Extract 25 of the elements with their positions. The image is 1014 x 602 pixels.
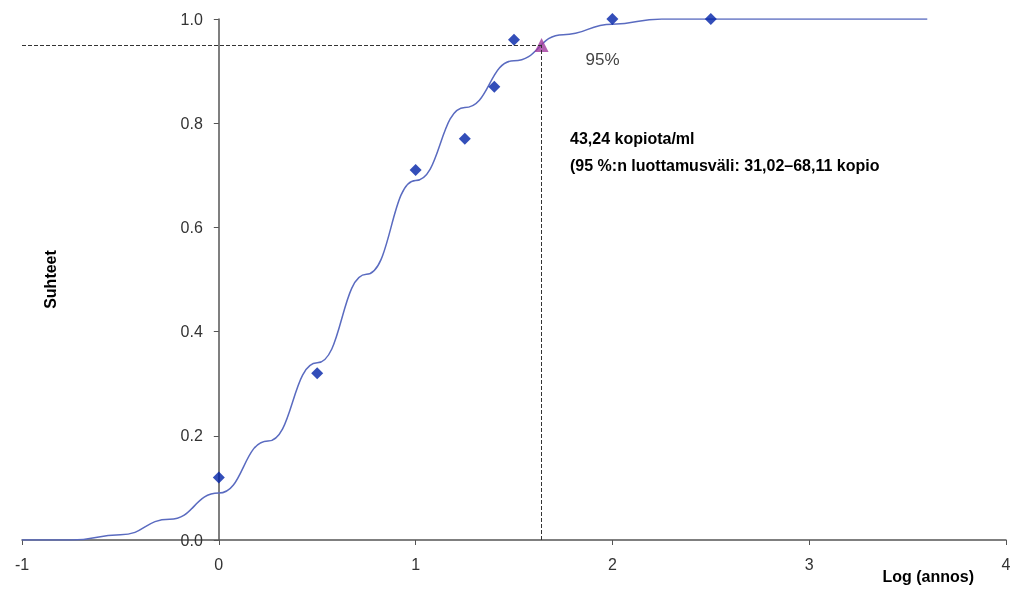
y-tick-label: 0.6 bbox=[180, 218, 203, 236]
y-tick-label: 0.4 bbox=[180, 323, 203, 341]
y-axis-title: Suhteet bbox=[42, 249, 60, 309]
point bbox=[311, 367, 324, 380]
x-tick-label: 0 bbox=[214, 555, 224, 573]
point bbox=[534, 38, 549, 53]
annotation: (95 %:n luottamusväli: 31,02–68,11 kopio bbox=[570, 156, 880, 174]
point bbox=[458, 132, 471, 145]
point bbox=[212, 471, 225, 484]
y-tick-label: 0.8 bbox=[180, 114, 203, 132]
y-tick-label: 0.2 bbox=[180, 427, 203, 445]
point bbox=[488, 80, 501, 93]
annotation: 43,24 kopiota/ml bbox=[570, 129, 695, 147]
point bbox=[409, 164, 422, 177]
point bbox=[606, 13, 619, 25]
point bbox=[704, 13, 717, 25]
annotation: 95% bbox=[585, 50, 620, 70]
x-tick-label: 4 bbox=[1001, 555, 1011, 573]
x-tick-label: 2 bbox=[607, 555, 617, 573]
x-tick-label: 3 bbox=[804, 555, 814, 573]
y-tick-label: 1.0 bbox=[180, 10, 203, 28]
x-tick-label: 1 bbox=[411, 555, 421, 573]
x-axis-title: Log (annos) bbox=[882, 567, 975, 585]
x-tick-label: -1 bbox=[14, 555, 30, 573]
point bbox=[508, 33, 520, 46]
